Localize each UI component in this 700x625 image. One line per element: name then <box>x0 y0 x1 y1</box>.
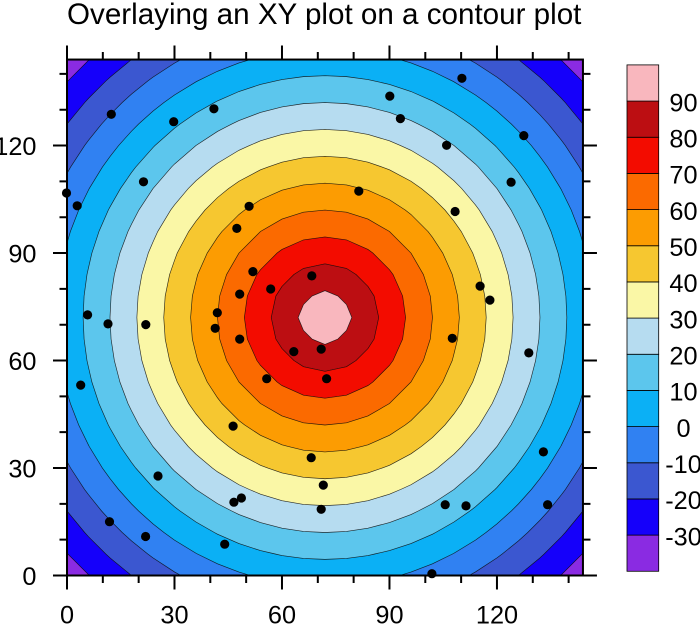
svg-text:60: 60 <box>268 602 296 625</box>
svg-text:30: 30 <box>669 306 697 334</box>
svg-text:Overlaying an XY plot on a con: Overlaying an XY plot on a contour plot <box>67 0 581 31</box>
svg-text:-20: -20 <box>665 487 700 515</box>
svg-text:20: 20 <box>669 343 697 371</box>
svg-text:60: 60 <box>8 348 36 376</box>
svg-text:30: 30 <box>8 456 36 484</box>
svg-text:0: 0 <box>676 415 690 443</box>
svg-text:90: 90 <box>375 602 403 625</box>
svg-text:60: 60 <box>669 198 697 226</box>
svg-text:-30: -30 <box>665 523 700 551</box>
svg-text:70: 70 <box>669 162 697 190</box>
svg-text:120: 120 <box>0 133 37 161</box>
svg-text:90: 90 <box>8 241 36 269</box>
svg-text:-10: -10 <box>665 451 700 479</box>
svg-text:50: 50 <box>669 234 697 262</box>
svg-text:10: 10 <box>669 379 697 407</box>
svg-text:0: 0 <box>60 602 74 625</box>
svg-text:80: 80 <box>669 126 697 154</box>
svg-text:0: 0 <box>22 563 36 591</box>
svg-text:30: 30 <box>160 602 188 625</box>
svg-text:90: 90 <box>669 89 697 117</box>
svg-text:40: 40 <box>669 270 697 298</box>
svg-text:120: 120 <box>476 602 518 625</box>
